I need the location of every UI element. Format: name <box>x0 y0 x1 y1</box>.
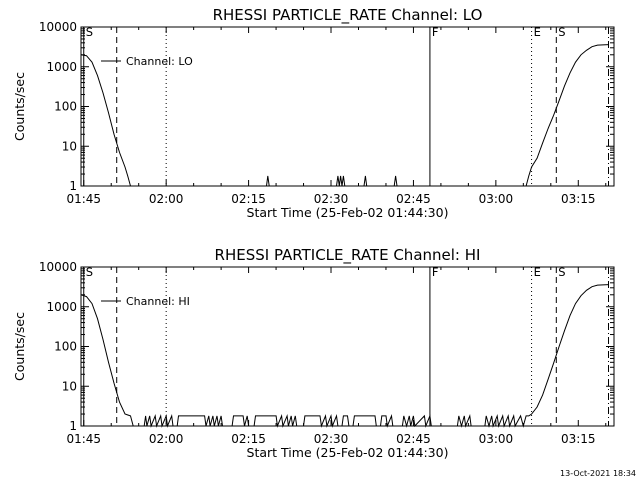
x-axis-label: Start Time (25-Feb-02 01:44:30) <box>247 445 449 460</box>
x-tick-label: 02:00 <box>149 432 184 446</box>
y-tick-label: 10 <box>62 139 77 153</box>
y-tick-label: 100 <box>54 340 77 354</box>
event-marker-label: F <box>432 265 439 279</box>
legend-entry: Channel: LO <box>126 55 193 68</box>
x-tick-label: 02:30 <box>314 432 349 446</box>
x-tick-label: 02:00 <box>149 192 184 206</box>
x-tick-label: 03:00 <box>479 192 514 206</box>
event-marker-label: F <box>432 25 439 39</box>
y-tick-label: 100 <box>54 100 77 114</box>
x-tick-label: 03:00 <box>479 432 514 446</box>
x-tick-label: 03:15 <box>561 432 596 446</box>
event-marker-label: S <box>558 25 565 39</box>
x-tick-label: 03:15 <box>561 192 596 206</box>
x-tick-label: 01:45 <box>66 192 101 206</box>
y-tick-label: 1000 <box>46 60 77 74</box>
x-tick-label: 02:30 <box>314 192 349 206</box>
y-tick-label: 10000 <box>39 260 77 274</box>
event-marker-label: E <box>534 25 541 39</box>
y-tick-label: 10000 <box>39 20 77 34</box>
panel-lo: RHESSI PARTICLE_RATE Channel: LO 01:45 02:… <box>12 6 615 220</box>
chart-title: RHESSI PARTICLE_RATE Channel: LO <box>213 6 483 25</box>
event-marker-label: S <box>86 25 93 39</box>
footer-timestamp: 13-Oct-2021 18:34 <box>560 469 636 478</box>
x-tick-label: 02:45 <box>396 192 431 206</box>
x-tick-label: 02:15 <box>231 432 266 446</box>
legend-entry: Channel: HI <box>126 295 190 308</box>
panel-hi: RHESSI PARTICLE_RATE Channel: HI 01:45 02:… <box>12 246 615 460</box>
y-axis-label: Counts/sec <box>12 72 27 141</box>
event-marker-label: S <box>558 265 565 279</box>
y-axis-label: Counts/sec <box>12 312 27 381</box>
x-tick-label: 02:15 <box>231 192 266 206</box>
y-tick-label: 1 <box>69 419 77 433</box>
x-tick-label: 01:45 <box>66 432 101 446</box>
x-tick-label: 02:45 <box>396 432 431 446</box>
chart-title: RHESSI PARTICLE_RATE Channel: HI <box>215 246 481 265</box>
y-tick-label: 1 <box>69 179 77 193</box>
event-marker-label: S <box>86 265 93 279</box>
series-line <box>80 284 609 428</box>
y-tick-label: 1000 <box>46 300 77 314</box>
y-tick-label: 10 <box>62 379 77 393</box>
series-line <box>80 44 609 187</box>
plot-frame <box>80 266 615 427</box>
x-axis-label: Start Time (25-Feb-02 01:44:30) <box>247 205 449 220</box>
event-marker-label: E <box>534 265 541 279</box>
